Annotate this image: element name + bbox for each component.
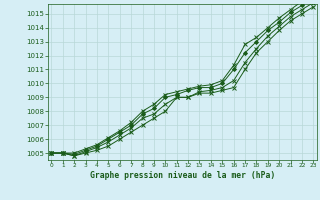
X-axis label: Graphe pression niveau de la mer (hPa): Graphe pression niveau de la mer (hPa)	[90, 171, 275, 180]
